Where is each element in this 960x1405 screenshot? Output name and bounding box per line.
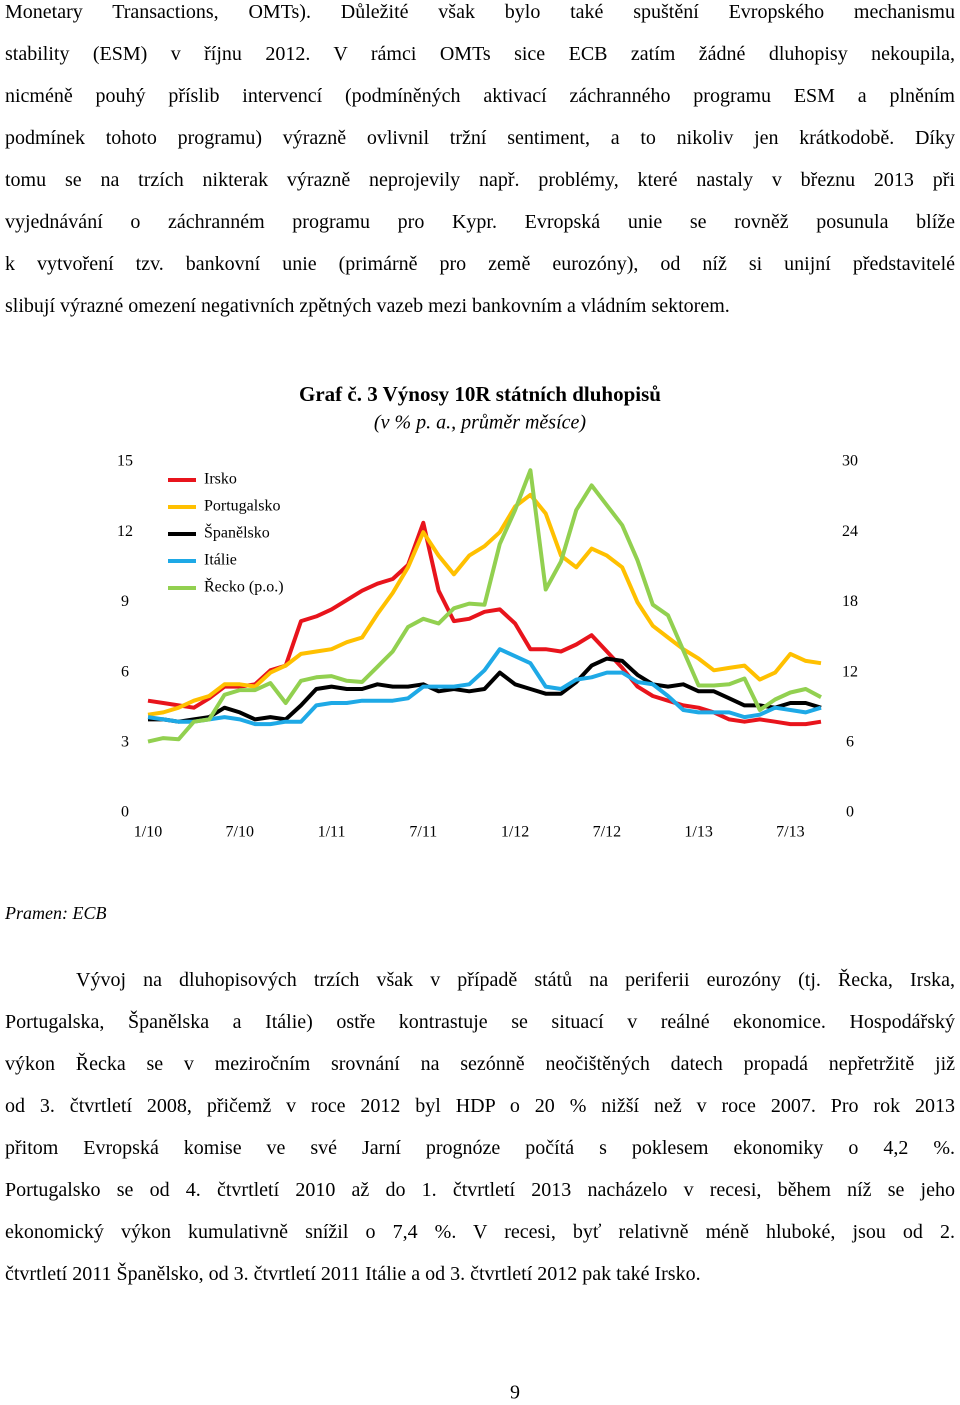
series-line (147, 647, 822, 727)
source: Pramen: ECB (4, 903, 106, 923)
y-tick-label: 15 (117, 453, 133, 470)
text-line: Monetary Transactions, OMTs). Důležité v… (5, 1, 955, 23)
text-line: přitom Evropská komise ve své Jarní prog… (5, 1137, 955, 1159)
legend-label: Itálie (204, 552, 237, 569)
y2-tick-label: 18 (842, 593, 858, 610)
y-tick-label: 9 (121, 593, 129, 610)
text-line: k vytvoření tzv. bankovní unie (primárně… (5, 253, 955, 275)
text-line: stability (ESM) v říjnu 2012. V rámci OM… (5, 43, 955, 65)
text-line: slibují výrazné omezení negativních zpět… (5, 295, 730, 317)
series-line (147, 468, 822, 744)
y-tick-label: 12 (117, 523, 133, 540)
x-tick-label: 7/10 (226, 824, 254, 841)
y-tick-label: 3 (121, 733, 129, 750)
chart-title: Graf č. 3 Výnosy 10R státních dluhopisů (299, 382, 661, 406)
text-line: čtvrtletí 2011 Španělsko, od 3. čtvrtlet… (5, 1263, 701, 1285)
y2-tick-label: 12 (842, 663, 858, 680)
legend-label: Španělsko (204, 523, 270, 542)
text-line: tomu se na trzích nikterak výrazně nepro… (5, 169, 955, 191)
x-tick-label: 1/11 (318, 824, 346, 841)
legend-label: Irsko (204, 471, 237, 488)
x-tick-label: 1/12 (501, 824, 529, 841)
y2-tick-label: 0 (846, 804, 854, 821)
chart-subtitle: (v % p. a., průměr měsíce) (374, 412, 586, 434)
text-line: Vývoj na dluhopisových trzích však v pří… (76, 969, 955, 991)
y-tick-label: 0 (121, 804, 129, 821)
x-tick-label: 1/13 (684, 824, 712, 841)
text-line: vyjednávání o záchranném programu pro Ky… (5, 211, 955, 233)
text-line: od 3. čtvrtletí 2008, přičemž v roce 201… (5, 1095, 955, 1117)
x-tick-label: 7/13 (776, 824, 804, 841)
text-line: podmínek tohoto programu) výrazně ovlivn… (5, 127, 955, 149)
x-tick-label: 1/10 (134, 824, 162, 841)
text-line: nicméně pouhý příslib intervencí (podmín… (5, 85, 955, 107)
series-line (147, 492, 822, 717)
text-line: ekonomický výkon kumulativně snížil o 7,… (5, 1221, 955, 1243)
legend-label: Portugalsko (204, 498, 280, 515)
y2-tick-label: 6 (846, 733, 854, 750)
series-line (148, 656, 822, 724)
text-line: Portugalsko se od 4. čtvrtletí 2010 až d… (5, 1179, 955, 1201)
x-tick-label: 7/11 (409, 824, 437, 841)
y-tick-label: 6 (121, 663, 129, 680)
x-tick-label: 7/12 (593, 824, 621, 841)
y2-tick-label: 30 (842, 453, 858, 470)
y2-tick-label: 24 (842, 523, 858, 540)
page-number: 9 (510, 1382, 520, 1404)
legend-label: Řecko (p.o.) (204, 577, 284, 596)
text-line: Portugalska, Španělska a Itálie) ostře k… (5, 1011, 955, 1033)
text-line: výkon Řecka se v meziročním srovnání na … (5, 1053, 955, 1075)
